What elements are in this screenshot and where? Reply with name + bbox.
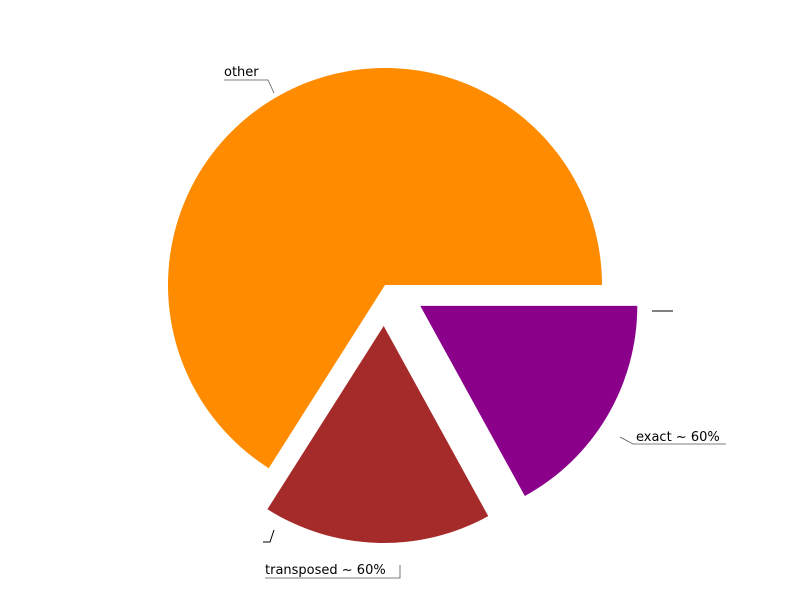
- pie-slice-1: [168, 67, 602, 469]
- pie-labels: other transposed ~ 60% exact ~ 60%: [224, 65, 726, 579]
- pie-slice-2: [267, 325, 489, 543]
- pie-slice-3: [420, 305, 638, 497]
- slice-label-3: exact ~ 60%: [636, 430, 720, 445]
- slice-leader-line-2: [265, 565, 401, 579]
- blank-label-mark-2: [263, 529, 275, 543]
- slice-label-2: transposed ~ 60%: [265, 563, 386, 578]
- slice-leader-line-3: [619, 436, 726, 445]
- pie-slices: [168, 67, 638, 543]
- slice-leader-line-1: [224, 79, 275, 94]
- slice-label-1: other: [224, 65, 259, 80]
